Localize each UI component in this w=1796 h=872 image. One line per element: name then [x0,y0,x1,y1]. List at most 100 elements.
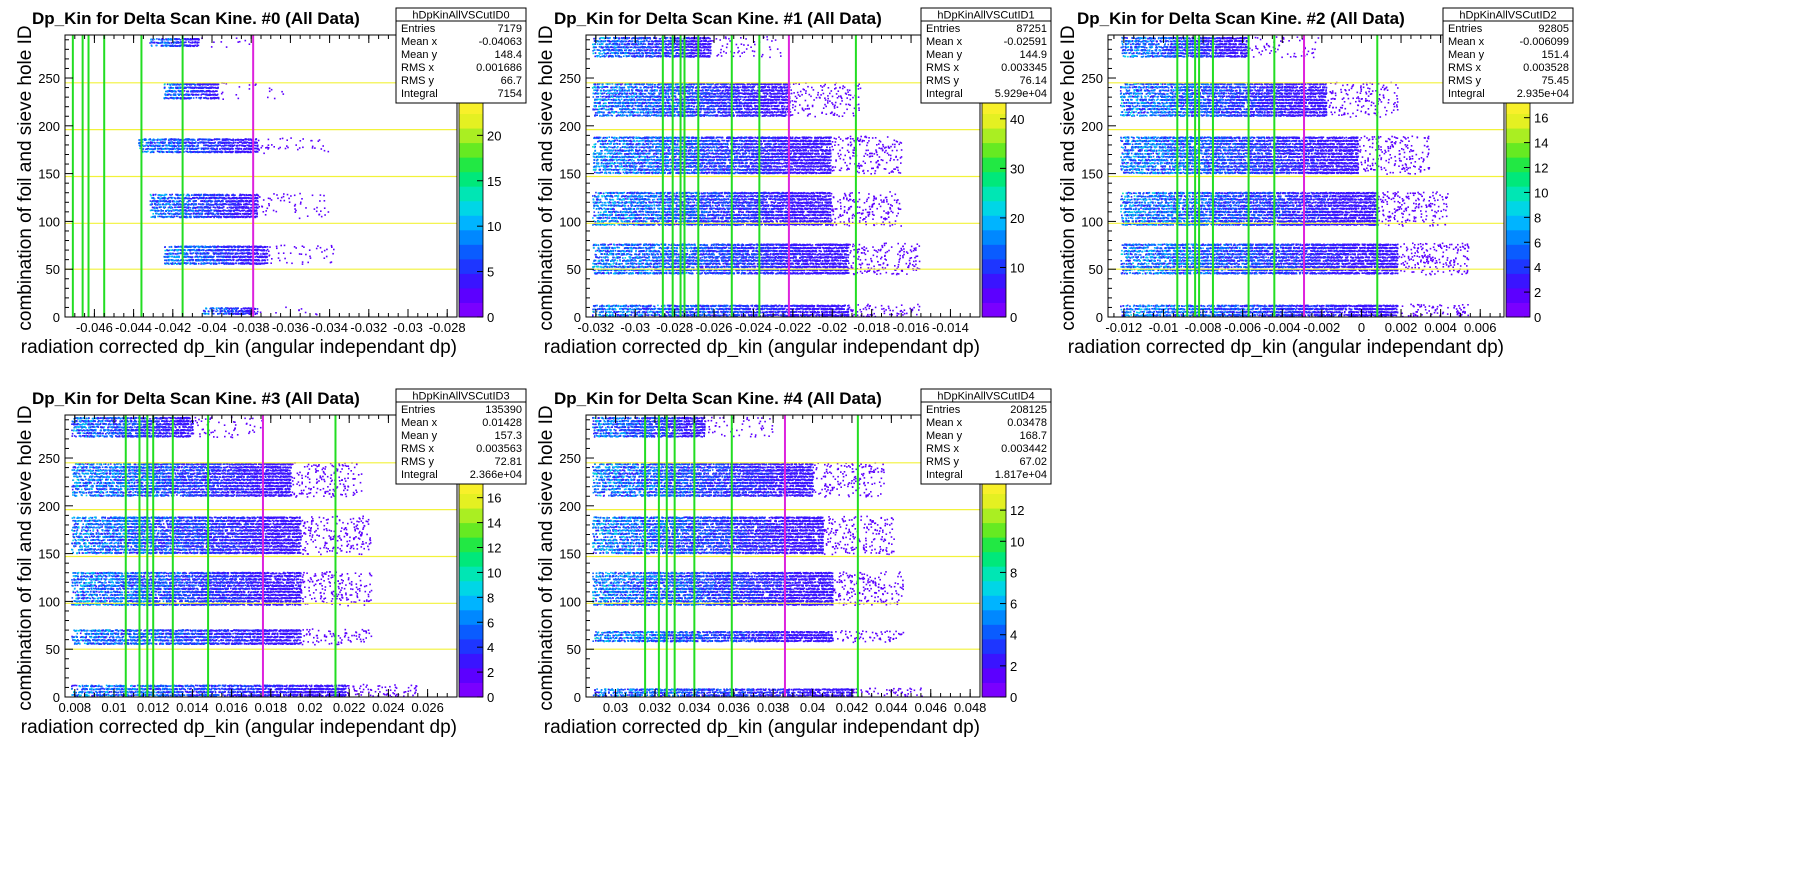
y-tick-label: 100 [38,594,60,609]
x-tick-label: -0.002 [1303,320,1340,335]
stats-label: RMS x [401,443,435,455]
y-axis-label: combination of foil and sieve hole ID [536,405,557,710]
x-axis-label: radiation corrected dp_kin (angular inde… [544,717,980,738]
stats-label: Mean x [401,36,438,48]
y-tick-label: 100 [559,214,581,229]
plot-panel-0: Dp_Kin for Delta Scan Kine. #0 (All Data… [15,8,526,358]
x-tick-label: 0.008 [59,700,92,715]
stats-label: Mean x [926,417,963,429]
x-tick-label: 0.026 [411,700,444,715]
stats-label: Entries [401,404,436,416]
y-tick-label: 50 [567,262,581,277]
y-tick-label: 0 [53,310,60,325]
plot-title: Dp_Kin for Delta Scan Kine. #3 (All Data… [32,389,360,408]
y-tick-label: 150 [559,547,581,562]
color-scale-tick: 20 [487,128,501,143]
stats-label: Mean y [1448,49,1485,61]
color-scale-tick: 10 [1010,534,1024,549]
stats-value: 0.003442 [1001,443,1047,455]
y-tick-label: 50 [46,642,60,657]
yellow-foil-lines [65,83,457,269]
x-tick-label: -0.018 [853,320,890,335]
x-tick-label: 0.024 [372,700,405,715]
y-tick-label: 50 [46,262,60,277]
color-scale-tick: 2 [1010,659,1017,674]
x-tick-label: 0 [1358,320,1365,335]
x-axis-label: radiation corrected dp_kin (angular inde… [21,337,457,358]
stats-value: 7154 [498,88,522,100]
x-tick-label: -0.02 [817,320,847,335]
x-tick-label: 0.01 [101,700,126,715]
event-band-0 [149,37,250,47]
stats-value: 2.366e+04 [470,469,522,481]
color-scale-tick: 4 [1010,628,1017,643]
yellow-foil-lines [586,83,980,269]
stats-value: -0.006099 [1519,36,1569,48]
y-tick-label: 250 [38,71,60,86]
color-scale-tick: 12 [487,541,501,556]
x-tick-label: 0.014 [176,700,209,715]
event-band-4 [71,628,372,645]
event-band-5 [593,688,923,698]
color-scale-tick: 40 [1010,112,1024,127]
stats-label: Entries [926,23,961,35]
x-tick-label: -0.028 [656,320,693,335]
x-tick-label: -0.034 [311,320,348,335]
plot-title: Dp_Kin for Delta Scan Kine. #2 (All Data… [1077,9,1405,28]
stats-value: 0.003528 [1523,62,1569,74]
event-band-3 [1120,191,1449,227]
event-band-1 [71,462,362,498]
plot-panel-4: Dp_Kin for Delta Scan Kine. #4 (All Data… [536,389,1051,738]
x-tick-label: -0.03 [620,320,650,335]
event-band-1 [592,82,861,117]
event-band-1 [163,82,284,100]
color-scale-tick: 10 [487,219,501,234]
stats-value: 135390 [485,404,522,416]
plot-panel-3: Dp_Kin for Delta Scan Kine. #3 (All Data… [15,389,526,738]
x-tick-label: -0.032 [577,320,614,335]
stats-value: 0.001686 [476,62,522,74]
stats-label: RMS y [401,456,435,468]
stats-value: 0.003563 [476,443,522,455]
stats-label: RMS y [1448,75,1482,87]
stats-title: hDpKinAllVSCutID0 [412,10,509,22]
color-scale-tick: 20 [1010,211,1024,226]
stats-value: 7179 [498,23,522,35]
event-band-0 [592,417,773,438]
x-tick-label: -0.042 [154,320,191,335]
color-scale-tick: 6 [1010,597,1017,612]
stats-value: 1.817e+04 [995,469,1047,481]
stats-value: 151.4 [1541,49,1569,61]
y-tick-label: 100 [38,214,60,229]
stats-label: RMS x [926,62,960,74]
x-tick-label: 0.04 [800,700,825,715]
x-tick-label: -0.008 [1185,320,1222,335]
stats-value: 144.9 [1019,49,1047,61]
x-tick-label: -0.038 [233,320,270,335]
x-tick-label: 0.018 [255,700,288,715]
y-tick-label: 250 [559,71,581,86]
event-band-5 [592,304,920,318]
y-tick-label: 150 [559,167,581,182]
y-tick-label: 50 [1089,262,1103,277]
x-tick-label: 0.034 [678,700,711,715]
stats-label: Integral [926,88,963,100]
stats-label: Mean x [1448,36,1485,48]
event-band-3 [150,193,330,219]
color-scale-tick: 15 [487,174,501,189]
event-band-2 [71,516,372,556]
color-scale-tick: 4 [487,640,494,655]
x-tick-label: 0.022 [333,700,366,715]
x-axis-label: radiation corrected dp_kin (angular inde… [544,337,980,358]
x-tick-label: -0.014 [932,320,969,335]
stats-label: RMS y [926,456,960,468]
stats-value: -0.04063 [479,36,522,48]
stats-label: Mean x [401,417,438,429]
color-scale-tick: 10 [1010,260,1024,275]
plot-title: Dp_Kin for Delta Scan Kine. #4 (All Data… [554,389,882,408]
